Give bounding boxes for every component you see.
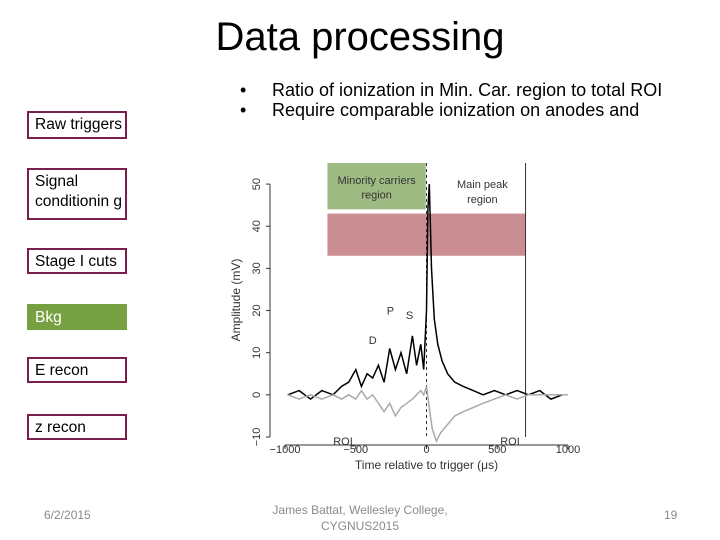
gray-trace: [287, 386, 568, 444]
annotation-label: D: [369, 335, 377, 347]
bullet-list: Ratio of ionization in Min. Car. region …: [240, 80, 700, 120]
flow-step-raw-triggers: Raw triggers: [27, 111, 127, 139]
y-tick-label: 30: [251, 262, 263, 274]
slide-title: Data processing: [215, 15, 505, 59]
y-tick-label: −10: [251, 428, 263, 447]
bullet-item: Require comparable ionization on anodes …: [240, 100, 700, 120]
annotation-main-peak: Main peak: [457, 179, 508, 191]
annotation-label: P: [387, 306, 394, 318]
minority-carriers-region: [327, 163, 426, 210]
y-tick-label: 20: [251, 304, 263, 316]
y-tick-label: 40: [251, 220, 263, 232]
y-axis-label: Amplitude (mV): [229, 259, 243, 342]
annotation-label: S: [406, 310, 413, 322]
footer-author: James Battat, Wellesley College, CYGNUS2…: [272, 503, 448, 533]
x-tick-label: −1000: [270, 444, 301, 456]
footer-date: 6/2/2015: [44, 508, 91, 522]
y-tick-label: 0: [251, 392, 263, 398]
footer-page-number: 19: [664, 508, 678, 522]
y-tick-label: 10: [251, 347, 263, 359]
x-tick-label: 500: [488, 444, 506, 456]
flow-step-bkg: Bkg: [27, 304, 127, 330]
x-tick-label: 0: [423, 444, 429, 456]
bullet-item: Ratio of ionization in Min. Car. region …: [240, 80, 700, 100]
flow-step-stage-i-cuts: Stage I cuts: [27, 248, 127, 274]
flow-step-z-recon: z recon: [27, 414, 127, 440]
region-label: Minority carriers: [338, 175, 417, 187]
y-tick-label: 50: [251, 178, 263, 190]
flow-step-e-recon: E recon: [27, 357, 127, 383]
region-label: region: [361, 190, 392, 202]
x-axis-label: Time relative to trigger (μs): [355, 458, 498, 472]
x-tick-label: −500: [343, 444, 368, 456]
annotation-main-peak: region: [467, 194, 498, 206]
flow-step-signal-conditioning: Signal conditionin g: [27, 168, 127, 220]
x-tick-label: 1000: [556, 444, 580, 456]
black-trace: [287, 184, 568, 401]
